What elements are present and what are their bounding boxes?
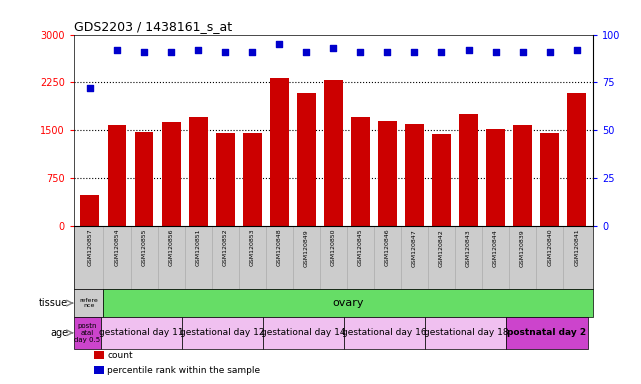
- Text: refere
nce: refere nce: [79, 298, 98, 308]
- Bar: [351, 118, 370, 226]
- Text: GSM120846: GSM120846: [385, 229, 390, 266]
- Text: GSM120839: GSM120839: [520, 229, 525, 266]
- Point: [301, 49, 312, 55]
- Text: GSM120855: GSM120855: [142, 229, 147, 266]
- Bar: [432, 134, 451, 226]
- Point: [463, 47, 474, 53]
- Text: age: age: [50, 328, 69, 338]
- Bar: [94, 366, 104, 374]
- Bar: [182, 317, 263, 349]
- Bar: [540, 133, 559, 226]
- Point: [545, 49, 555, 55]
- Text: GSM120851: GSM120851: [196, 229, 201, 266]
- Point: [517, 49, 528, 55]
- Text: ovary: ovary: [333, 298, 364, 308]
- Point: [328, 45, 338, 51]
- Text: GDS2203 / 1438161_s_at: GDS2203 / 1438161_s_at: [74, 20, 232, 33]
- Bar: [405, 124, 424, 226]
- Text: GSM120843: GSM120843: [466, 229, 471, 266]
- Text: gestational day 16: gestational day 16: [342, 328, 427, 337]
- Text: GSM120842: GSM120842: [439, 229, 444, 266]
- Point: [355, 49, 365, 55]
- Point: [437, 49, 447, 55]
- Bar: [108, 125, 126, 226]
- Text: GSM120856: GSM120856: [169, 229, 174, 266]
- Point: [85, 85, 95, 91]
- Point: [490, 49, 501, 55]
- Bar: [94, 351, 104, 359]
- Text: GSM120848: GSM120848: [277, 229, 282, 266]
- Bar: [324, 80, 343, 226]
- Point: [274, 41, 285, 47]
- Text: percentile rank within the sample: percentile rank within the sample: [108, 366, 261, 375]
- Bar: [243, 132, 262, 226]
- Bar: [378, 121, 397, 226]
- Text: GSM120845: GSM120845: [358, 229, 363, 266]
- Text: GSM120852: GSM120852: [222, 229, 228, 266]
- Bar: [215, 132, 235, 226]
- Bar: [486, 129, 505, 226]
- Bar: [74, 289, 103, 317]
- Bar: [135, 132, 153, 226]
- Point: [112, 47, 122, 53]
- Bar: [74, 317, 101, 349]
- Bar: [270, 78, 288, 226]
- Point: [220, 49, 230, 55]
- Point: [410, 49, 420, 55]
- Bar: [162, 122, 181, 226]
- Bar: [425, 317, 506, 349]
- Point: [193, 47, 203, 53]
- Text: gestational day 18: gestational day 18: [424, 328, 508, 337]
- Bar: [188, 118, 208, 226]
- Text: GSM120847: GSM120847: [412, 229, 417, 266]
- Bar: [567, 93, 586, 226]
- Text: count: count: [108, 351, 133, 359]
- Text: GSM120857: GSM120857: [87, 229, 92, 266]
- Bar: [513, 125, 532, 226]
- Bar: [101, 317, 182, 349]
- Text: tissue: tissue: [39, 298, 69, 308]
- Point: [166, 49, 176, 55]
- Point: [247, 49, 257, 55]
- Text: gestational day 14: gestational day 14: [262, 328, 346, 337]
- Bar: [506, 317, 588, 349]
- Text: GSM120850: GSM120850: [331, 229, 336, 266]
- Point: [572, 47, 582, 53]
- Text: GSM120840: GSM120840: [547, 229, 552, 266]
- Bar: [81, 195, 99, 226]
- Text: postn
atal
day 0.5: postn atal day 0.5: [74, 323, 100, 343]
- Bar: [459, 114, 478, 226]
- Text: GSM120844: GSM120844: [493, 229, 498, 266]
- Text: postnatal day 2: postnatal day 2: [508, 328, 587, 337]
- Text: GSM120854: GSM120854: [115, 229, 119, 266]
- Text: GSM120853: GSM120853: [250, 229, 254, 266]
- Point: [139, 49, 149, 55]
- Text: GSM120841: GSM120841: [574, 229, 579, 266]
- Bar: [344, 317, 425, 349]
- Text: gestational day 11: gestational day 11: [99, 328, 183, 337]
- Bar: [263, 317, 344, 349]
- Text: GSM120849: GSM120849: [304, 229, 309, 266]
- Text: gestational day 12: gestational day 12: [180, 328, 265, 337]
- Point: [382, 49, 392, 55]
- Bar: [297, 93, 316, 226]
